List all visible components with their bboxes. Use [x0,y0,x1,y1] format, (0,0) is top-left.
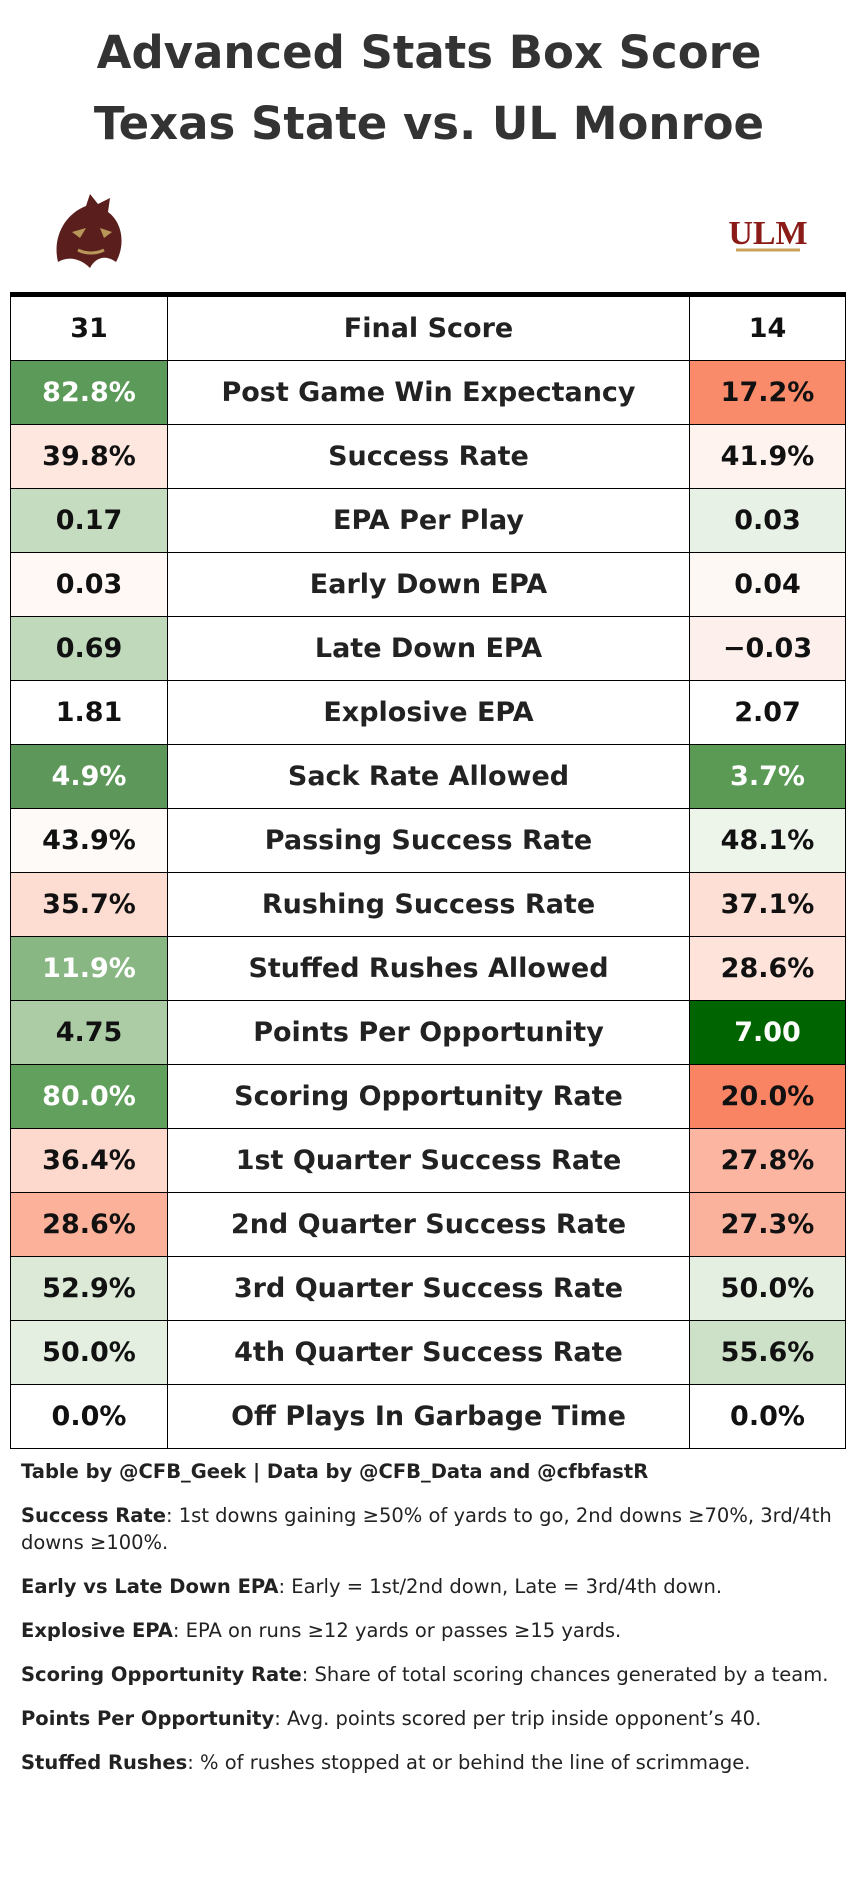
table-row: 36.4% 1st Quarter Success Rate 27.8% [10,1129,846,1193]
left-value: 39.8% [10,425,167,488]
right-value: 2.07 [689,681,846,744]
left-value: 4.75 [10,1001,167,1064]
left-value: 0.69 [10,617,167,680]
right-value: 0.03 [689,489,846,552]
right-value: 27.3% [689,1193,846,1256]
right-value: 7.00 [689,1001,846,1064]
left-value: 31 [10,297,167,360]
note-text: : % of rushes stopped at or behind the l… [187,1751,751,1774]
stat-label: Off Plays In Garbage Time [167,1385,689,1448]
table-row: 11.9% Stuffed Rushes Allowed 28.6% [10,937,846,1001]
note: Explosive EPA: EPA on runs ≥12 yards or … [21,1617,836,1644]
right-value: 27.8% [689,1129,846,1192]
stat-label: Final Score [167,297,689,360]
left-value: 11.9% [10,937,167,1000]
table-row: 50.0% 4th Quarter Success Rate 55.6% [10,1321,846,1385]
stat-label: Points Per Opportunity [167,1001,689,1064]
note-term: Explosive EPA [21,1619,173,1642]
note-text: : Early = 1st/2nd down, Late = 3rd/4th d… [278,1575,723,1598]
right-value: 50.0% [689,1257,846,1320]
table-row: 43.9% Passing Success Rate 48.1% [10,809,846,873]
right-value: 48.1% [689,809,846,872]
right-value: 41.9% [689,425,846,488]
right-value: 17.2% [689,361,846,424]
note: Early vs Late Down EPA: Early = 1st/2nd … [21,1573,836,1600]
note: Success Rate: 1st downs gaining ≥50% of … [21,1502,836,1556]
table-row: 35.7% Rushing Success Rate 37.1% [10,873,846,937]
stat-label: Passing Success Rate [167,809,689,872]
title-line: Advanced Stats Box Score [96,26,762,79]
table-row: 1.81 Explosive EPA 2.07 [10,681,846,745]
table-row: 28.6% 2nd Quarter Success Rate 27.3% [10,1193,846,1257]
table-row: 39.8% Success Rate 41.9% [10,425,846,489]
left-value: 28.6% [10,1193,167,1256]
left-value: 0.0% [10,1385,167,1448]
stat-label: Late Down EPA [167,617,689,680]
stat-label: Stuffed Rushes Allowed [167,937,689,1000]
note: Scoring Opportunity Rate: Share of total… [21,1661,836,1688]
stat-label: Scoring Opportunity Rate [167,1065,689,1128]
logo-text: ULM [728,215,807,252]
table-row: 4.75 Points Per Opportunity 7.00 [10,1001,846,1065]
right-value: 55.6% [689,1321,846,1384]
stat-label: Early Down EPA [167,553,689,616]
left-value: 35.7% [10,873,167,936]
right-value: 37.1% [689,873,846,936]
left-value: 0.03 [10,553,167,616]
footer: Table by @CFB_Geek | Data by @CFB_Data a… [21,1458,836,1793]
note: Stuffed Rushes: % of rushes stopped at o… [21,1749,836,1776]
right-value: 14 [689,297,846,360]
stat-label: Success Rate [167,425,689,488]
note-text: : 1st downs gaining ≥50% of yards to go,… [21,1504,832,1554]
note: Points Per Opportunity: Avg. points scor… [21,1705,836,1732]
stat-label: 4th Quarter Success Rate [167,1321,689,1384]
table-row: 31 Final Score 14 [10,297,846,361]
right-value: 3.7% [689,745,846,808]
note-term: Stuffed Rushes [21,1751,188,1774]
stat-label: EPA Per Play [167,489,689,552]
note-text: : Avg. points scored per trip inside opp… [274,1707,762,1730]
ulm-logo: ULM [728,215,807,252]
note-term: Points Per Opportunity [21,1707,275,1730]
stat-label: Explosive EPA [167,681,689,744]
table-row: 4.9% Sack Rate Allowed 3.7% [10,745,846,809]
right-value: 0.04 [689,553,846,616]
table-row: 82.8% Post Game Win Expectancy 17.2% [10,361,846,425]
left-value: 52.9% [10,1257,167,1320]
left-value: 43.9% [10,809,167,872]
stats-table: 31 Final Score 14 82.8% Post Game Win Expect… [10,292,846,1449]
stat-label: 1st Quarter Success Rate [167,1129,689,1192]
right-value: 28.6% [689,937,846,1000]
title-line: Texas State vs. UL Monroe [93,97,765,150]
stat-label: Sack Rate Allowed [167,745,689,808]
table-row: 80.0% Scoring Opportunity Rate 20.0% [10,1065,846,1129]
table-row: 0.69 Late Down EPA −0.03 [10,617,846,681]
table-row: 0.0% Off Plays In Garbage Time 0.0% [10,1385,846,1449]
left-value: 4.9% [10,745,167,808]
stat-label: 3rd Quarter Success Rate [167,1257,689,1320]
table-row: 0.03 Early Down EPA 0.04 [10,553,846,617]
note-term: Success Rate [21,1504,166,1527]
note-term: Scoring Opportunity Rate [21,1663,302,1686]
left-value: 50.0% [10,1321,167,1384]
credit: Table by @CFB_Geek | Data by @CFB_Data a… [21,1460,649,1483]
right-value: −0.03 [689,617,846,680]
note-text: : Share of total scoring chances generat… [301,1663,829,1686]
stat-label: Rushing Success Rate [167,873,689,936]
table-row: 52.9% 3rd Quarter Success Rate 50.0% [10,1257,846,1321]
left-value: 82.8% [10,361,167,424]
right-value: 0.0% [689,1385,846,1448]
note-term: Early vs Late Down EPA [21,1575,279,1598]
left-value: 36.4% [10,1129,167,1192]
left-value: 0.17 [10,489,167,552]
left-value: 1.81 [10,681,167,744]
stat-label: 2nd Quarter Success Rate [167,1193,689,1256]
table-row: 0.17 EPA Per Play 0.03 [10,489,846,553]
right-value: 20.0% [689,1065,846,1128]
note-text: : EPA on runs ≥12 yards or passes ≥15 ya… [172,1619,622,1642]
left-value: 80.0% [10,1065,167,1128]
texas-state-logo [56,194,122,268]
stat-label: Post Game Win Expectancy [167,361,689,424]
